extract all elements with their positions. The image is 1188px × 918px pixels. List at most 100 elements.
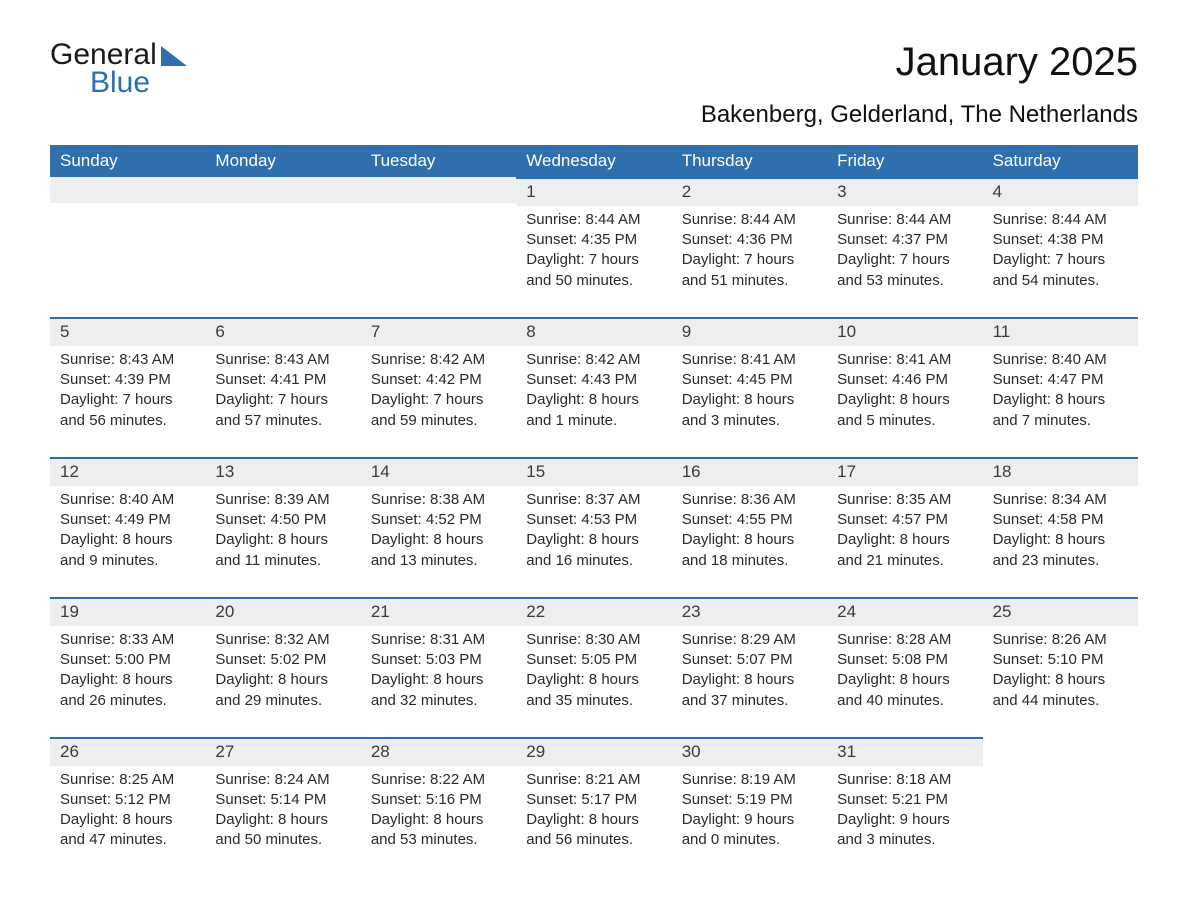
day-number: 12 — [50, 457, 205, 486]
sunrise-text: Sunrise: 8:37 AM — [526, 490, 661, 510]
sunrise-text: Sunrise: 8:25 AM — [60, 770, 195, 790]
calendar-cell: 9Sunrise: 8:41 AMSunset: 4:45 PMDaylight… — [672, 317, 827, 457]
day-number: 15 — [516, 457, 671, 486]
calendar-cell: 29Sunrise: 8:21 AMSunset: 5:17 PMDayligh… — [516, 737, 671, 877]
sunset-text: Sunset: 4:41 PM — [215, 370, 350, 390]
day2-text: and 47 minutes. — [60, 830, 195, 850]
calendar-cell: 12Sunrise: 8:40 AMSunset: 4:49 PMDayligh… — [50, 457, 205, 597]
calendar-cell: 14Sunrise: 8:38 AMSunset: 4:52 PMDayligh… — [361, 457, 516, 597]
calendar-cell: 31Sunrise: 8:18 AMSunset: 5:21 PMDayligh… — [827, 737, 982, 877]
sunrise-text: Sunrise: 8:24 AM — [215, 770, 350, 790]
day1-text: Daylight: 7 hours — [371, 390, 506, 410]
sunset-text: Sunset: 4:39 PM — [60, 370, 195, 390]
day1-text: Daylight: 8 hours — [60, 810, 195, 830]
day-number: 20 — [205, 597, 360, 626]
sunrise-text: Sunrise: 8:43 AM — [60, 350, 195, 370]
day-header: Monday — [205, 145, 360, 177]
calendar-cell — [361, 177, 516, 317]
sunset-text: Sunset: 5:08 PM — [837, 650, 972, 670]
day1-text: Daylight: 7 hours — [993, 250, 1128, 270]
day1-text: Daylight: 8 hours — [837, 670, 972, 690]
calendar-cell: 26Sunrise: 8:25 AMSunset: 5:12 PMDayligh… — [50, 737, 205, 877]
day-number — [50, 177, 205, 203]
sunset-text: Sunset: 4:50 PM — [215, 510, 350, 530]
calendar-cell: 6Sunrise: 8:43 AMSunset: 4:41 PMDaylight… — [205, 317, 360, 457]
calendar-cell: 18Sunrise: 8:34 AMSunset: 4:58 PMDayligh… — [983, 457, 1138, 597]
day-number: 30 — [672, 737, 827, 766]
day1-text: Daylight: 8 hours — [526, 810, 661, 830]
month-title: January 2025 — [701, 40, 1138, 85]
calendar-cell: 15Sunrise: 8:37 AMSunset: 4:53 PMDayligh… — [516, 457, 671, 597]
sunrise-text: Sunrise: 8:36 AM — [682, 490, 817, 510]
sunrise-text: Sunrise: 8:29 AM — [682, 630, 817, 650]
day2-text: and 44 minutes. — [993, 691, 1128, 711]
sunset-text: Sunset: 5:02 PM — [215, 650, 350, 670]
day-number: 24 — [827, 597, 982, 626]
calendar-cell: 7Sunrise: 8:42 AMSunset: 4:42 PMDaylight… — [361, 317, 516, 457]
day2-text: and 7 minutes. — [993, 411, 1128, 431]
day2-text: and 37 minutes. — [682, 691, 817, 711]
day1-text: Daylight: 8 hours — [526, 530, 661, 550]
sunset-text: Sunset: 5:03 PM — [371, 650, 506, 670]
sunset-text: Sunset: 4:37 PM — [837, 230, 972, 250]
calendar-cell — [205, 177, 360, 317]
day2-text: and 23 minutes. — [993, 551, 1128, 571]
day-number: 11 — [983, 317, 1138, 346]
day1-text: Daylight: 8 hours — [682, 390, 817, 410]
day-number: 18 — [983, 457, 1138, 486]
day1-text: Daylight: 9 hours — [682, 810, 817, 830]
sunset-text: Sunset: 5:07 PM — [682, 650, 817, 670]
day-number: 23 — [672, 597, 827, 626]
sunrise-text: Sunrise: 8:40 AM — [60, 490, 195, 510]
day1-text: Daylight: 8 hours — [60, 530, 195, 550]
day1-text: Daylight: 8 hours — [526, 670, 661, 690]
day2-text: and 0 minutes. — [682, 830, 817, 850]
calendar-cell: 24Sunrise: 8:28 AMSunset: 5:08 PMDayligh… — [827, 597, 982, 737]
day2-text: and 26 minutes. — [60, 691, 195, 711]
day2-text: and 54 minutes. — [993, 271, 1128, 291]
sunrise-text: Sunrise: 8:32 AM — [215, 630, 350, 650]
day1-text: Daylight: 8 hours — [993, 390, 1128, 410]
day2-text: and 1 minute. — [526, 411, 661, 431]
day2-text: and 50 minutes. — [215, 830, 350, 850]
day2-text: and 3 minutes. — [837, 830, 972, 850]
sunset-text: Sunset: 5:16 PM — [371, 790, 506, 810]
day2-text: and 59 minutes. — [371, 411, 506, 431]
day-number: 29 — [516, 737, 671, 766]
sunrise-text: Sunrise: 8:19 AM — [682, 770, 817, 790]
day-number: 28 — [361, 737, 516, 766]
calendar-cell: 8Sunrise: 8:42 AMSunset: 4:43 PMDaylight… — [516, 317, 671, 457]
logo: General Blue — [50, 40, 187, 100]
sunset-text: Sunset: 4:46 PM — [837, 370, 972, 390]
day2-text: and 5 minutes. — [837, 411, 972, 431]
day-number — [361, 177, 516, 203]
day-header: Wednesday — [516, 145, 671, 177]
day2-text: and 56 minutes. — [526, 830, 661, 850]
calendar-grid: SundayMondayTuesdayWednesdayThursdayFrid… — [50, 145, 1138, 877]
day-number: 6 — [205, 317, 360, 346]
sunrise-text: Sunrise: 8:44 AM — [526, 210, 661, 230]
day1-text: Daylight: 8 hours — [993, 530, 1128, 550]
day1-text: Daylight: 8 hours — [837, 390, 972, 410]
sunset-text: Sunset: 4:57 PM — [837, 510, 972, 530]
sunrise-text: Sunrise: 8:30 AM — [526, 630, 661, 650]
calendar-cell: 10Sunrise: 8:41 AMSunset: 4:46 PMDayligh… — [827, 317, 982, 457]
sunrise-text: Sunrise: 8:33 AM — [60, 630, 195, 650]
day-number: 17 — [827, 457, 982, 486]
day-header: Thursday — [672, 145, 827, 177]
day2-text: and 16 minutes. — [526, 551, 661, 571]
sunrise-text: Sunrise: 8:42 AM — [526, 350, 661, 370]
day1-text: Daylight: 8 hours — [215, 810, 350, 830]
calendar-cell: 1Sunrise: 8:44 AMSunset: 4:35 PMDaylight… — [516, 177, 671, 317]
calendar-cell: 22Sunrise: 8:30 AMSunset: 5:05 PMDayligh… — [516, 597, 671, 737]
day-number: 4 — [983, 177, 1138, 206]
logo-word-2: Blue — [90, 66, 157, 100]
day-header: Saturday — [983, 145, 1138, 177]
calendar-cell — [983, 737, 1138, 877]
day-number: 19 — [50, 597, 205, 626]
day2-text: and 29 minutes. — [215, 691, 350, 711]
calendar-cell: 13Sunrise: 8:39 AMSunset: 4:50 PMDayligh… — [205, 457, 360, 597]
sunset-text: Sunset: 5:17 PM — [526, 790, 661, 810]
sunrise-text: Sunrise: 8:38 AM — [371, 490, 506, 510]
day2-text: and 51 minutes. — [682, 271, 817, 291]
